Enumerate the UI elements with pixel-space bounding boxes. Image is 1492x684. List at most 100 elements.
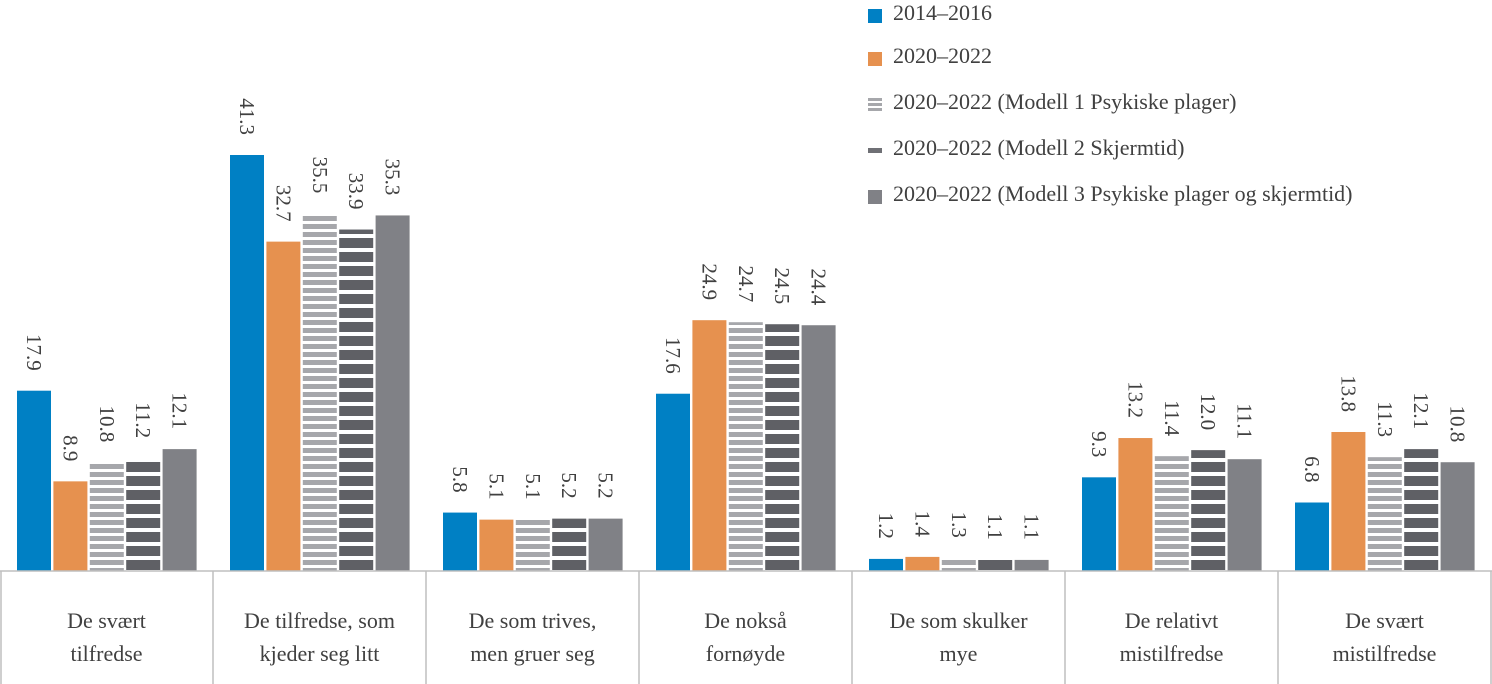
bar	[1118, 438, 1153, 571]
bar	[162, 449, 197, 571]
bar	[89, 462, 124, 571]
legend-label: 2020–2022 (Modell 1 Psykiske plager)	[893, 89, 1237, 114]
data-label: 1.1	[983, 514, 1007, 540]
value-labels-group: 17.9 8.9 10.8 11.2 12.1 41.3 32.7 35.5 33.9 35.3 5…	[22, 98, 1470, 540]
data-label: 5.8	[448, 466, 472, 492]
data-label: 13.2	[1123, 381, 1147, 418]
category-label-line: mistilfredse	[1332, 641, 1437, 666]
bar	[1404, 449, 1439, 571]
data-label: 41.3	[235, 98, 259, 135]
category-label-line: De som trives,	[468, 608, 597, 633]
bar	[1082, 477, 1116, 571]
data-label: 17.6	[661, 337, 685, 374]
category-label: De som trives, men gruer seg	[426, 604, 639, 670]
category-label-line: tilfredse	[70, 641, 143, 666]
bar	[17, 390, 51, 571]
category-label-line: De nokså	[704, 608, 787, 633]
legend-label: 2020–2022 (Modell 3 Psykiske plager og s…	[893, 181, 1353, 206]
bars-group	[17, 155, 1475, 571]
legend-label: 2014–2016	[893, 0, 992, 25]
bar	[941, 557, 976, 571]
bar	[1367, 457, 1402, 571]
bar	[552, 518, 587, 571]
category-label-line: mistilfredse	[1119, 641, 1224, 666]
category-label: De relativt mistilfredse	[1065, 604, 1278, 670]
data-label: 10.8	[1446, 405, 1470, 442]
data-label: 24.9	[697, 263, 721, 300]
data-label: 11.2	[131, 402, 155, 438]
bar	[1191, 450, 1226, 571]
data-label: 1.4	[910, 511, 934, 538]
data-label: 9.3	[1087, 431, 1111, 457]
data-label: 10.8	[95, 405, 119, 442]
legend-label: 2020–2022 (Modell 2 Skjermtid)	[893, 135, 1185, 160]
data-label: 35.5	[308, 157, 332, 194]
bar	[978, 559, 1013, 571]
data-label: 6.8	[1300, 456, 1324, 482]
bar	[443, 512, 477, 571]
data-label: 12.0	[1196, 393, 1220, 430]
category-label-line: De svært	[67, 608, 146, 633]
data-label: 24.7	[734, 265, 758, 302]
category-label-line: De tilfredse, som	[244, 608, 395, 633]
bar	[728, 322, 763, 571]
legend-swatch	[868, 9, 882, 23]
bar	[266, 241, 301, 571]
data-label: 1.2	[874, 513, 898, 539]
data-label: 35.3	[381, 159, 405, 196]
legend-swatch	[868, 98, 882, 112]
data-label: 33.9	[344, 173, 368, 210]
category-label: De tilfredse, som kjeder seg litt	[213, 604, 426, 670]
category-label-line: mye	[939, 641, 978, 666]
data-label: 11.3	[1373, 401, 1397, 437]
data-label: 12.1	[168, 392, 192, 429]
legend-swatch	[868, 144, 882, 158]
bar	[656, 393, 690, 571]
bar	[801, 325, 836, 571]
bar	[765, 324, 800, 571]
data-label: 24.4	[807, 268, 831, 305]
category-axis	[0, 570, 1492, 684]
data-label: 8.9	[58, 435, 82, 461]
category-label-line: kjeder seg litt	[259, 641, 380, 666]
category-label: De svært tilfredse	[0, 604, 213, 670]
bar	[375, 215, 410, 571]
bar	[515, 519, 550, 571]
data-label: 5.2	[594, 472, 618, 498]
category-label: De som skulker mye	[852, 604, 1065, 670]
bar	[588, 518, 623, 571]
bar	[905, 556, 940, 571]
category-label-line: De som skulker	[889, 608, 1028, 633]
data-label: 5.2	[557, 472, 581, 498]
bar	[1014, 559, 1049, 571]
bar	[1331, 431, 1366, 571]
legend-label: 2020–2022	[893, 43, 992, 68]
data-label: 13.8	[1336, 375, 1360, 412]
bar	[126, 458, 161, 571]
category-label-line: men gruer seg	[470, 641, 595, 666]
bar	[479, 519, 514, 571]
category-label: De svært mistilfredse	[1278, 604, 1491, 670]
category-label: De nokså fornøyde	[639, 604, 852, 670]
data-label: 24.5	[770, 267, 794, 304]
bar	[1154, 456, 1189, 571]
data-label: 5.1	[484, 473, 508, 499]
bar	[1440, 462, 1475, 571]
data-label: 11.1	[1233, 403, 1257, 439]
data-label: 11.4	[1160, 400, 1184, 436]
bar	[869, 558, 903, 571]
data-label: 32.7	[271, 185, 295, 222]
bar	[1227, 459, 1262, 571]
data-label: 5.1	[521, 473, 545, 499]
bar	[230, 155, 264, 571]
category-label-line: De svært	[1345, 608, 1424, 633]
category-label-line: De relativt	[1124, 608, 1219, 633]
bar	[692, 320, 727, 571]
legend-swatch	[868, 52, 882, 66]
data-label: 1.3	[947, 512, 971, 538]
data-label: 12.1	[1409, 392, 1433, 429]
bar	[53, 481, 88, 571]
category-label-line: fornøyde	[705, 641, 786, 666]
bar	[302, 213, 337, 571]
